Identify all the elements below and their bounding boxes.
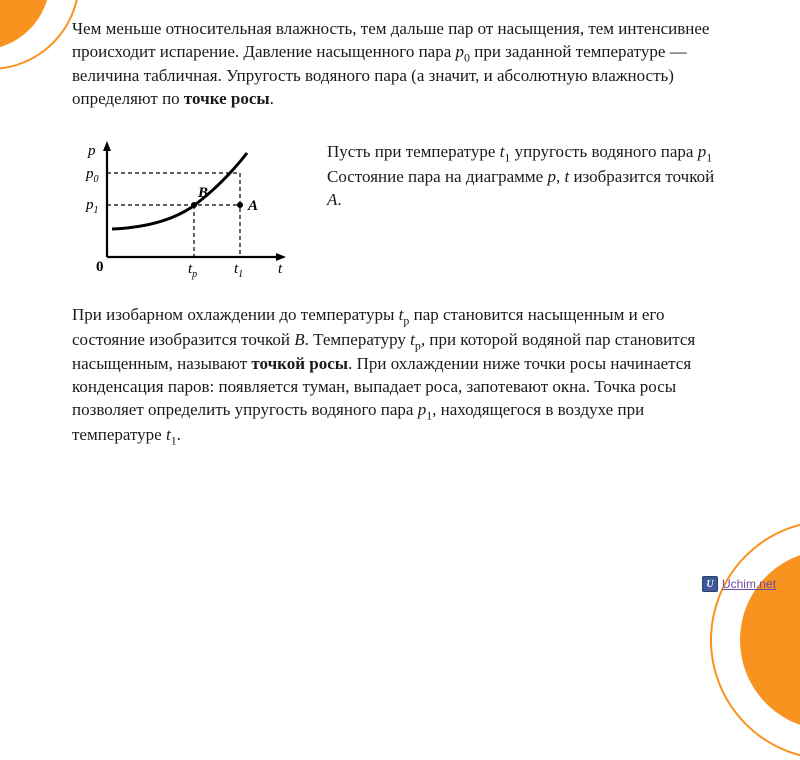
text: Состояние пара на диаграмме — [327, 167, 547, 186]
paragraph-intro: Чем меньше относительная влажность, тем … — [72, 18, 732, 111]
text: . — [270, 89, 274, 108]
text: При изобарном охлаждении до температуры — [72, 305, 399, 324]
svg-text:tp: tp — [188, 261, 197, 280]
svg-text:p0: p0 — [85, 166, 99, 185]
var-p: p — [418, 400, 427, 419]
term-dew-point: точке росы — [184, 89, 270, 108]
text: . — [177, 425, 181, 444]
origin-label: 0 — [96, 259, 104, 275]
paragraph-dew-point: При изобарном охлаждении до температуры … — [72, 304, 732, 448]
svg-text:p1: p1 — [85, 197, 99, 216]
decor-circle-br-outline — [710, 520, 800, 760]
axis-t-label: t — [278, 261, 283, 277]
var-p: p — [698, 142, 707, 161]
svg-text:t1: t1 — [234, 261, 243, 280]
footer-link-text: Uchim.net — [722, 577, 776, 591]
footer-source-link[interactable]: U Uchim.net — [702, 576, 776, 592]
text: упругость водяного пара — [510, 142, 697, 161]
text: Пусть при температуре — [327, 142, 500, 161]
axis-p-label: p — [87, 143, 96, 159]
term-dew-point: точкой росы — [251, 354, 348, 373]
diagram-row: p t 0 p0 p1 tp t1 B A — [72, 137, 732, 282]
uchim-logo-icon: U — [702, 576, 718, 592]
paragraph-point-a: Пусть при температуре t1 упругость водян… — [297, 137, 732, 211]
pt-diagram: p t 0 p0 p1 tp t1 B A — [72, 137, 297, 282]
slide-content: Чем меньше относительная влажность, тем … — [72, 18, 732, 448]
text: изобразится точкой — [569, 167, 714, 186]
point-a: A — [327, 190, 337, 209]
point-b: B — [294, 330, 304, 349]
text: . Температуру — [305, 330, 411, 349]
svg-text:B: B — [197, 185, 208, 201]
svg-text:A: A — [247, 198, 258, 214]
var-p: p — [547, 167, 556, 186]
sub-1: 1 — [706, 151, 712, 165]
decor-circle-tl-outline — [0, 0, 80, 70]
text: . — [337, 190, 341, 209]
var-p: p — [456, 42, 465, 61]
